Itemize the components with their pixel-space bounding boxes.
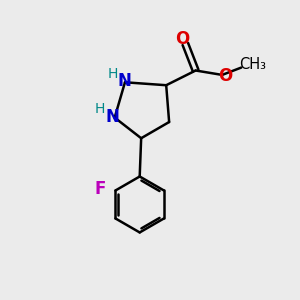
Text: CH₃: CH₃ [239, 56, 266, 71]
Text: H: H [95, 102, 105, 116]
Text: H: H [107, 67, 118, 81]
Text: O: O [175, 30, 190, 48]
Text: F: F [94, 180, 106, 198]
Text: N: N [105, 108, 119, 126]
Text: O: O [218, 68, 232, 85]
Text: N: N [117, 72, 131, 90]
